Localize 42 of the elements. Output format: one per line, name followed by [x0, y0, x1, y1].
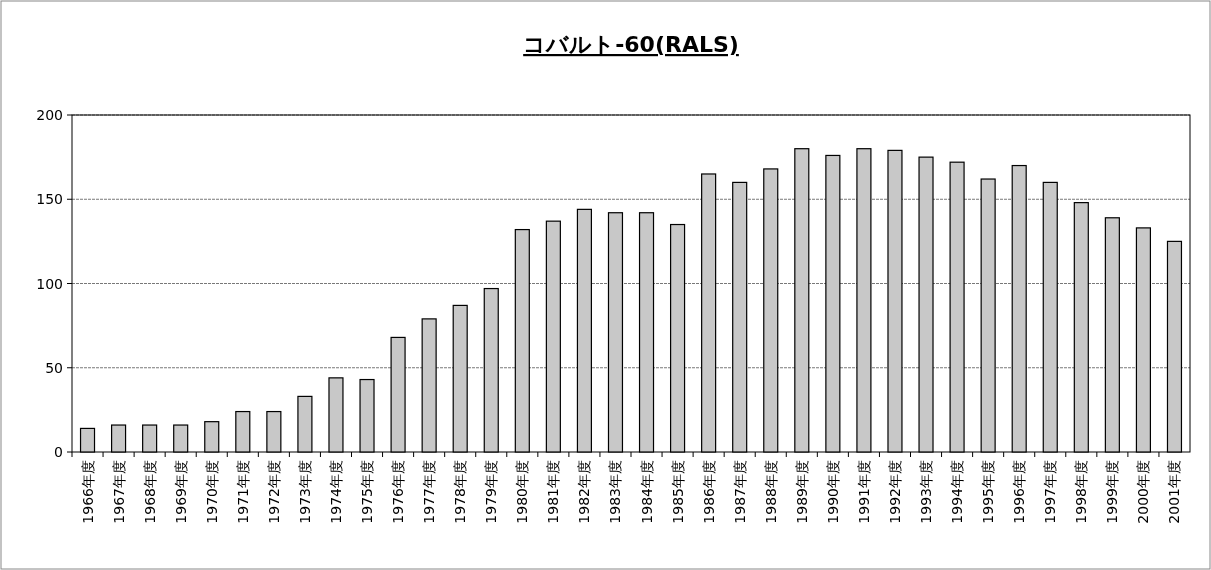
x-tick-label: 1990年度 [824, 460, 841, 524]
x-tick-label: 1982年度 [576, 460, 593, 524]
x-tick-label: 1996年度 [1011, 460, 1028, 524]
x-tick-label: 1970年度 [203, 460, 220, 524]
x-tick-label: 1983年度 [607, 460, 624, 524]
y-tick-label: 0 [54, 444, 63, 460]
chart-title: コバルト-60(RALS) [523, 32, 739, 57]
y-tick-label: 50 [45, 359, 63, 376]
x-tick-label: 1967年度 [110, 460, 127, 524]
x-tick-label: 1987年度 [731, 460, 748, 524]
x-tick-label: 1994年度 [949, 460, 966, 524]
x-tick-label: 1997年度 [1042, 460, 1059, 524]
y-tick-label: 100 [36, 275, 63, 292]
y-tick-label: 150 [36, 191, 63, 208]
x-tick-label: 1972年度 [265, 460, 282, 524]
x-tick-label: 1980年度 [514, 460, 531, 524]
x-tick-label: 1978年度 [452, 460, 469, 524]
x-tick-label: 1968年度 [141, 460, 158, 524]
x-tick-label: 1986年度 [700, 460, 717, 524]
x-tick-label: 1969年度 [172, 460, 189, 524]
x-tick-label: 2000年度 [1135, 460, 1152, 524]
x-tick-label: 1984年度 [638, 460, 655, 524]
x-tick-label: 1981年度 [545, 460, 562, 524]
x-tick-label: 1975年度 [359, 460, 376, 524]
x-tick-label: 2001年度 [1166, 460, 1183, 524]
x-tick-label: 1995年度 [980, 460, 997, 524]
x-tick-label: 1992年度 [886, 460, 903, 524]
x-tick-label: 1971年度 [234, 460, 251, 524]
x-tick-label: 1985年度 [669, 460, 686, 524]
x-tick-label: 1999年度 [1104, 460, 1121, 524]
x-tick-label: 1989年度 [793, 460, 810, 524]
y-tick-label: 200 [36, 107, 63, 123]
x-tick-label: 1993年度 [918, 460, 935, 524]
x-tick-label: 1976年度 [390, 460, 407, 524]
x-tick-label: 1979年度 [483, 460, 500, 524]
x-tick-label: 1988年度 [762, 460, 779, 524]
x-tick-label: 1974年度 [327, 460, 344, 524]
x-tick-label: 1966年度 [79, 460, 96, 524]
x-tick-label: 1991年度 [855, 460, 872, 524]
x-tick-label: 1973年度 [296, 460, 313, 524]
x-tick-label: 1977年度 [421, 460, 438, 524]
x-tick-label: 1998年度 [1073, 460, 1090, 524]
